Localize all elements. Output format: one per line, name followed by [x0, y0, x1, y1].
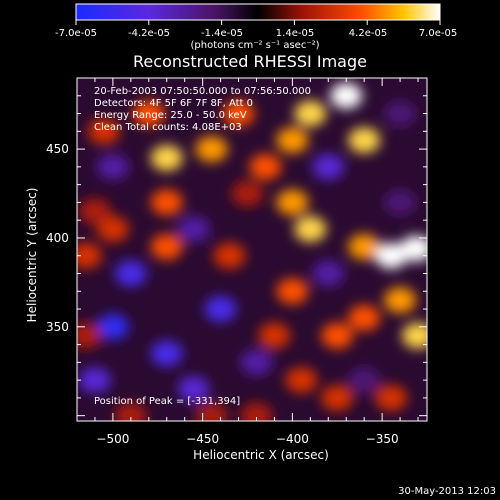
heatmap-blob [150, 189, 183, 216]
colorbar-tick-label: -4.2e-05 [128, 28, 170, 39]
heatmap-blob [240, 349, 273, 376]
energy-range-text: Energy Range: 25.0 - 50.0 keV [94, 110, 247, 121]
heatmap-blob [150, 340, 183, 367]
heatmap-blob [384, 287, 417, 314]
heatmap-blob [114, 260, 147, 287]
heatmap-blob [312, 260, 345, 287]
heatmap-blob [77, 322, 102, 349]
heatmap-blob [276, 278, 309, 305]
heatmap-blob [330, 82, 363, 109]
y-tick-label: 450 [46, 142, 69, 157]
chart-title: Reconstructed RHESSI Image [133, 52, 367, 71]
heatmap-blob [312, 153, 345, 180]
heatmap-blob [96, 216, 129, 243]
heatmap-blob [402, 322, 427, 349]
heatmap-blob [249, 153, 282, 180]
colorbar-gradient [76, 4, 440, 20]
heatmap-blob [231, 180, 264, 207]
heatmap-blob [213, 242, 246, 269]
colorbar-frame [75, 3, 441, 21]
heatmap-blob [78, 367, 111, 394]
heatmap-blob [96, 153, 129, 180]
heatmap-blob [177, 216, 210, 243]
y-tick-label: 400 [46, 230, 69, 245]
plot-axes [76, 77, 428, 422]
x-tick-label: −400 [275, 432, 309, 446]
peak-position-text: Position of Peak = [-331,394] [94, 396, 241, 407]
axis-tick-marks [77, 77, 427, 421]
time-range-text: 20-Feb-2003 07:50:50.000 to 07:56:50.000 [94, 86, 312, 97]
x-tick-label: −350 [365, 432, 399, 446]
colorbar-tick-label: -7.0e-05 [55, 28, 97, 39]
heatmap-blob [285, 367, 318, 394]
heatmap-blob [150, 233, 183, 260]
heatmap-blob [375, 384, 408, 411]
heatmap-blob [150, 144, 183, 171]
heatmap-blob [321, 384, 354, 411]
heatmap-blob [258, 322, 291, 349]
heatmap-blob [177, 376, 210, 403]
heatmap-blob [321, 322, 354, 349]
detectors-text: Detectors: 4F 5F 6F 7F 8F, Att 0 [94, 98, 254, 109]
colorbar-tick-marks [75, 20, 441, 25]
x-tick-label: −500 [96, 432, 130, 446]
y-axis-label: Heliocentric Y (arcsec) [25, 187, 39, 323]
heatmap-blob [195, 402, 228, 421]
heatmap-blob [78, 198, 111, 225]
heatmap-blob [400, 235, 427, 262]
heatmap-blob [348, 367, 381, 394]
date-stamp: 30-May-2013 12:03 [398, 486, 496, 497]
heatmap-blob [222, 100, 255, 127]
heatmap-blob [87, 118, 120, 145]
heatmap-blob [204, 296, 237, 323]
y-tick-label: 350 [46, 319, 69, 334]
colorbar [75, 3, 441, 25]
x-tick-label: −450 [186, 432, 220, 446]
heatmap-blob [240, 402, 273, 421]
heatmap-blob [114, 402, 147, 421]
heatmap-blob [132, 100, 165, 127]
clean-counts-text: Clean Total counts: 4.08E+03 [94, 122, 242, 133]
heatmap-blob [96, 313, 129, 340]
colorbar-tick-label: 7.0e-05 [418, 28, 458, 39]
colorbar-tick-label: -1.4e-05 [201, 28, 243, 39]
heatmap-blob [348, 304, 381, 331]
colorbar-tick-label: 1.4e-05 [275, 28, 315, 39]
heatmap-blob [384, 100, 417, 127]
heatmap-blob [348, 233, 381, 260]
heatmap-blob [384, 189, 417, 216]
heatmap-blob [375, 242, 408, 269]
heatmap-blob [276, 189, 309, 216]
plot-frame [76, 77, 428, 422]
colorbar-unit-label: (photons cm⁻² s⁻¹ asec⁻²) [190, 40, 320, 51]
colorbar-tick-label: 4.2e-05 [348, 28, 388, 39]
x-axis-label: Heliocentric X (arcsec) [193, 448, 329, 462]
heatmap-blob [276, 127, 309, 154]
heatmap [77, 78, 427, 421]
heatmap-blobs [77, 82, 427, 421]
heatmap-blob [195, 136, 228, 163]
heatmap-blob [294, 216, 327, 243]
heatmap-blob [348, 127, 381, 154]
heatmap-blob [77, 242, 102, 269]
heatmap-blob [294, 100, 327, 127]
